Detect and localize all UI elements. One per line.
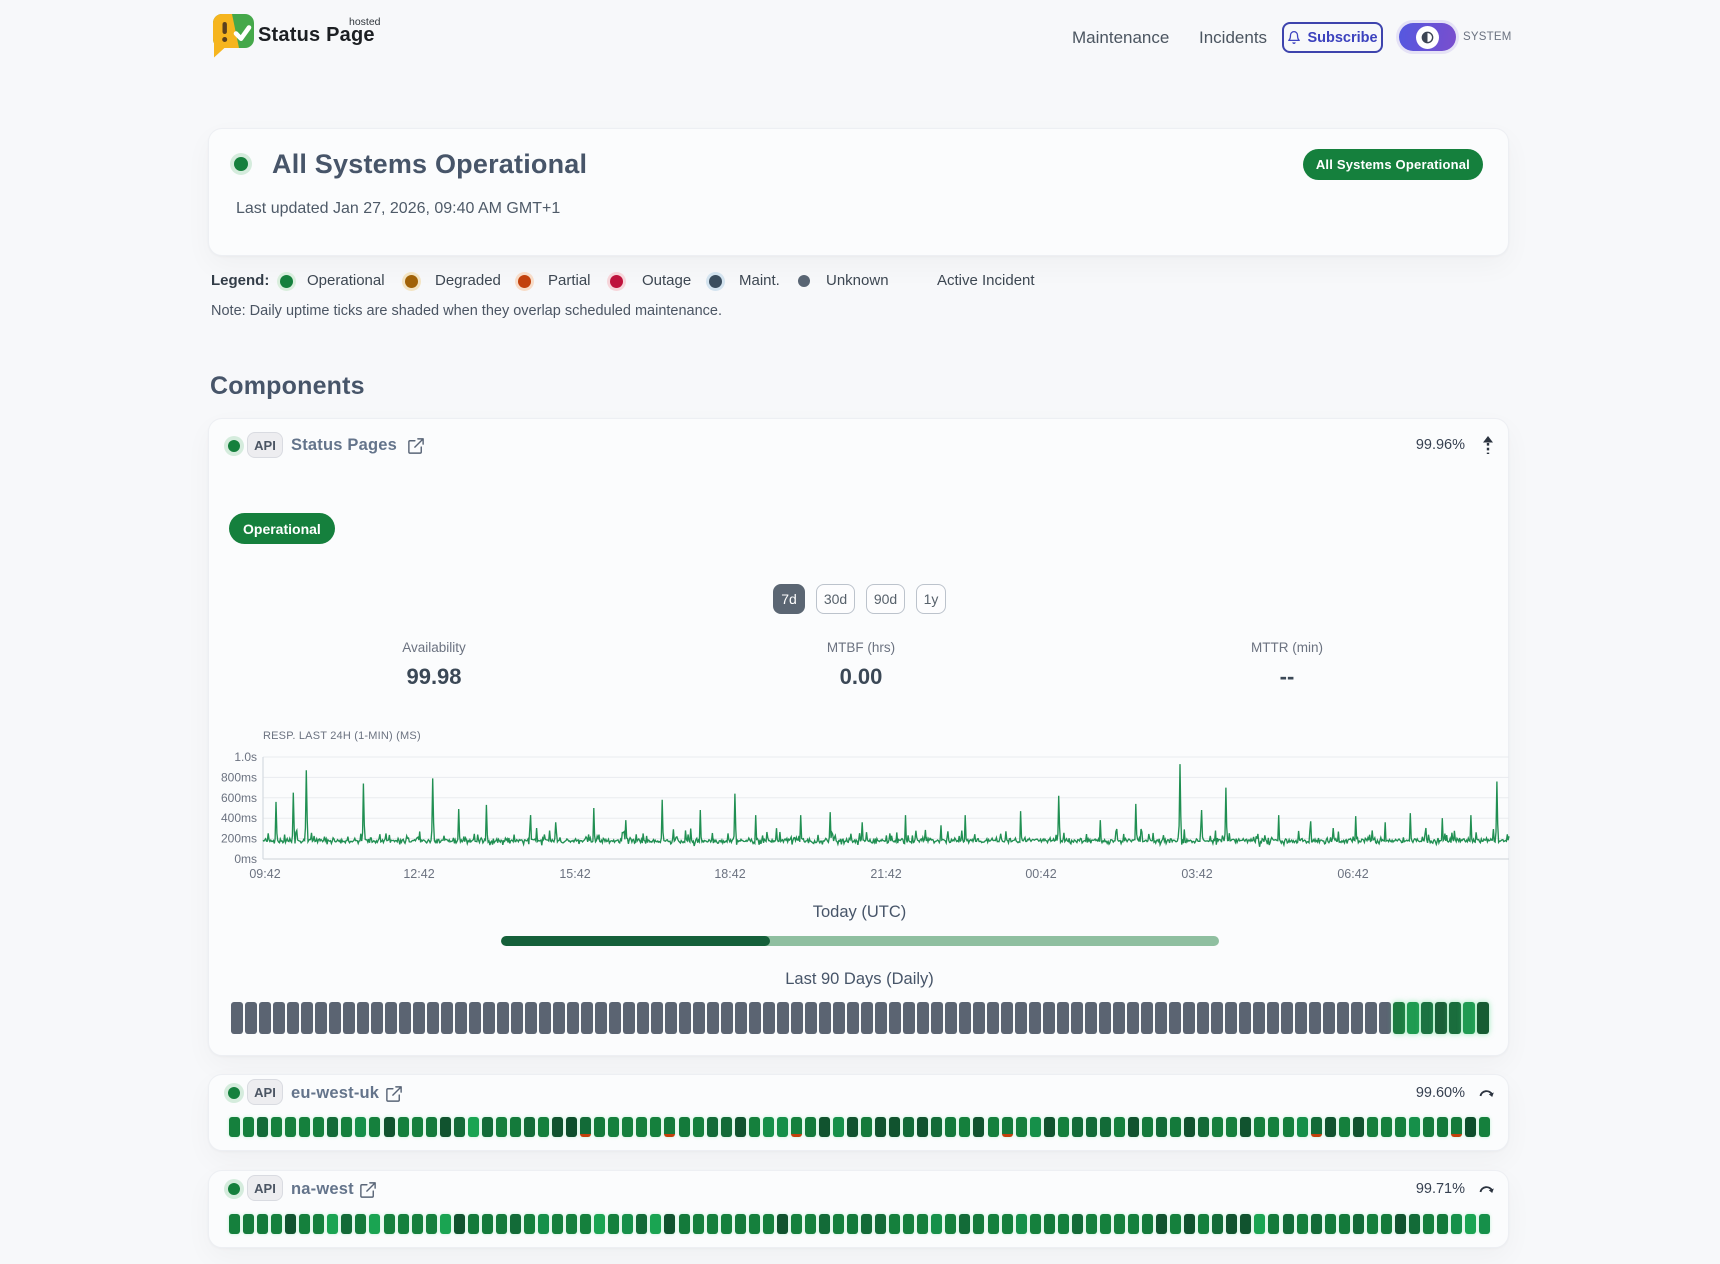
svg-text:21:42: 21:42	[870, 867, 901, 881]
svg-text:1.0s: 1.0s	[234, 750, 257, 764]
svg-text:06:42: 06:42	[1337, 867, 1368, 881]
svg-text:0ms: 0ms	[234, 852, 257, 866]
svg-text:600ms: 600ms	[221, 791, 257, 805]
svg-text:00:42: 00:42	[1025, 867, 1056, 881]
svg-text:400ms: 400ms	[221, 811, 257, 825]
svg-text:RESP. LAST 24H (1-MIN) (MS): RESP. LAST 24H (1-MIN) (MS)	[263, 730, 421, 742]
svg-text:09:42: 09:42	[249, 867, 280, 881]
svg-text:03:42: 03:42	[1181, 867, 1212, 881]
svg-text:12:42: 12:42	[403, 867, 434, 881]
svg-text:200ms: 200ms	[221, 832, 257, 846]
svg-text:15:42: 15:42	[559, 867, 590, 881]
svg-text:18:42: 18:42	[714, 867, 745, 881]
svg-text:800ms: 800ms	[221, 770, 257, 784]
